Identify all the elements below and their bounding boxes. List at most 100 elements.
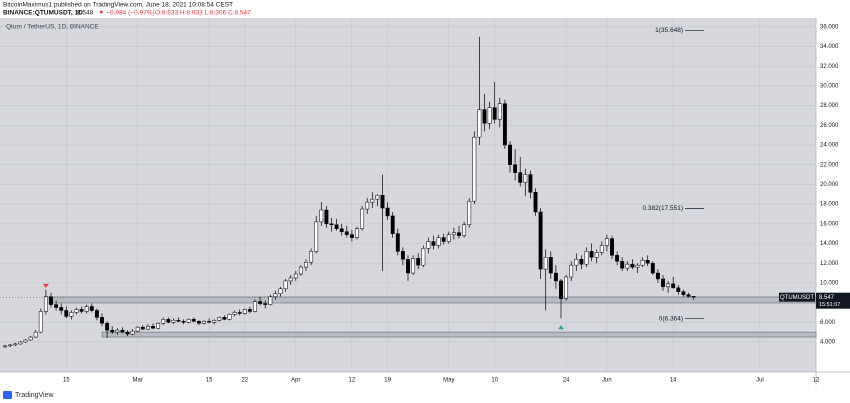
candle-body <box>329 223 334 226</box>
candle-body <box>69 312 74 317</box>
candle-body <box>181 321 186 323</box>
candle-body <box>543 257 548 270</box>
candle-body <box>431 241 436 246</box>
candle-body <box>650 262 655 274</box>
candle-body <box>349 234 354 238</box>
candle-body <box>365 201 370 210</box>
candle-body <box>263 303 268 305</box>
x-tick-label: 12 <box>349 378 356 384</box>
y-tick-label: 16.000 <box>820 221 839 227</box>
candle-body <box>482 109 487 124</box>
candle-body <box>288 277 293 282</box>
candle-body <box>584 251 589 265</box>
candle-body <box>186 319 191 323</box>
y-tick-label: 32.000 <box>820 64 839 70</box>
y-tick-label: 22.000 <box>820 162 839 168</box>
candle-body <box>390 215 395 234</box>
candle-body <box>298 266 303 275</box>
plot-background <box>0 18 816 372</box>
x-tick-label: 15 <box>206 378 213 384</box>
candle-body <box>319 209 324 223</box>
candle-body <box>89 306 94 311</box>
y-tick-label: 30.000 <box>820 84 839 90</box>
candle-body <box>202 321 206 324</box>
candle-body <box>436 237 441 246</box>
candle-body <box>395 233 400 252</box>
y-tick-label: 6.000 <box>820 320 836 326</box>
candle-body <box>3 345 8 348</box>
candle-body <box>472 136 477 202</box>
candle-body <box>191 319 196 322</box>
candle-body <box>411 258 416 274</box>
candle-body <box>13 343 18 346</box>
y-tick-label: 20.000 <box>820 182 839 188</box>
candle-body <box>247 309 252 312</box>
candle-body <box>666 283 671 288</box>
candle-body <box>237 312 242 314</box>
candle-body <box>630 263 635 268</box>
fib-label: 0(6.364) <box>659 315 683 322</box>
candle-body <box>268 296 273 305</box>
symbol-tag-label: QTUMUSDT <box>780 295 814 301</box>
candle-body <box>110 329 115 333</box>
candle-body <box>421 248 426 266</box>
candle-body <box>339 228 344 232</box>
candle-body <box>120 329 125 333</box>
candle-body <box>604 238 609 246</box>
candle-body <box>462 224 467 236</box>
candle-body <box>640 259 645 266</box>
symbol: BINANCE:QTUMUSDT, 1D <box>3 10 83 17</box>
candle-body <box>380 194 385 209</box>
candle-body <box>589 251 594 258</box>
candle-body <box>84 306 89 312</box>
x-tick-label: Jun <box>602 378 612 384</box>
y-tick-label: 18.000 <box>820 202 839 208</box>
candle-body <box>661 278 665 288</box>
candle-body <box>278 288 283 294</box>
candle-body <box>625 263 630 269</box>
candle-body <box>38 311 43 333</box>
candle-body <box>28 336 33 341</box>
fib-label: 1(35.648) <box>655 27 683 34</box>
candle-body <box>125 331 130 335</box>
candle-body <box>426 241 431 249</box>
candle-body <box>599 245 604 253</box>
x-tick-label: Apr <box>291 378 300 384</box>
candle-body <box>43 296 48 312</box>
countdown: 15:51:07 <box>819 302 840 308</box>
candle-body <box>232 312 237 315</box>
candle-body <box>477 109 482 138</box>
candle-body <box>467 200 472 226</box>
candle-body <box>334 224 339 229</box>
x-tick-label: Mar <box>133 378 143 384</box>
candle-body <box>406 259 410 274</box>
candle-body <box>508 144 512 165</box>
candle-body <box>166 319 171 323</box>
candle-body <box>513 164 518 173</box>
candle-body <box>242 309 247 314</box>
candle-body <box>523 174 528 183</box>
candle-body <box>33 331 38 338</box>
candle-body <box>559 280 563 299</box>
zone <box>45 296 817 304</box>
candle-body <box>212 320 217 323</box>
candle-body <box>115 329 120 333</box>
ohlc: O:8.633 H:8.633 L:8.306 C:8.547 <box>155 10 251 17</box>
candle-body <box>594 252 599 258</box>
price-axis <box>816 18 850 372</box>
candle-body <box>309 251 314 263</box>
candle-body <box>130 330 135 335</box>
candle-body <box>8 344 13 347</box>
candle-body <box>360 208 365 229</box>
candle-body <box>23 339 28 343</box>
x-tick-label: 10 <box>491 378 498 384</box>
candle-body <box>207 321 212 323</box>
x-tick-label: 12 <box>813 378 820 384</box>
x-tick-label: 14 <box>670 378 677 384</box>
candle-body <box>49 296 53 305</box>
candle-body <box>59 307 64 311</box>
candle-body <box>18 341 23 345</box>
candle-body <box>451 232 456 235</box>
